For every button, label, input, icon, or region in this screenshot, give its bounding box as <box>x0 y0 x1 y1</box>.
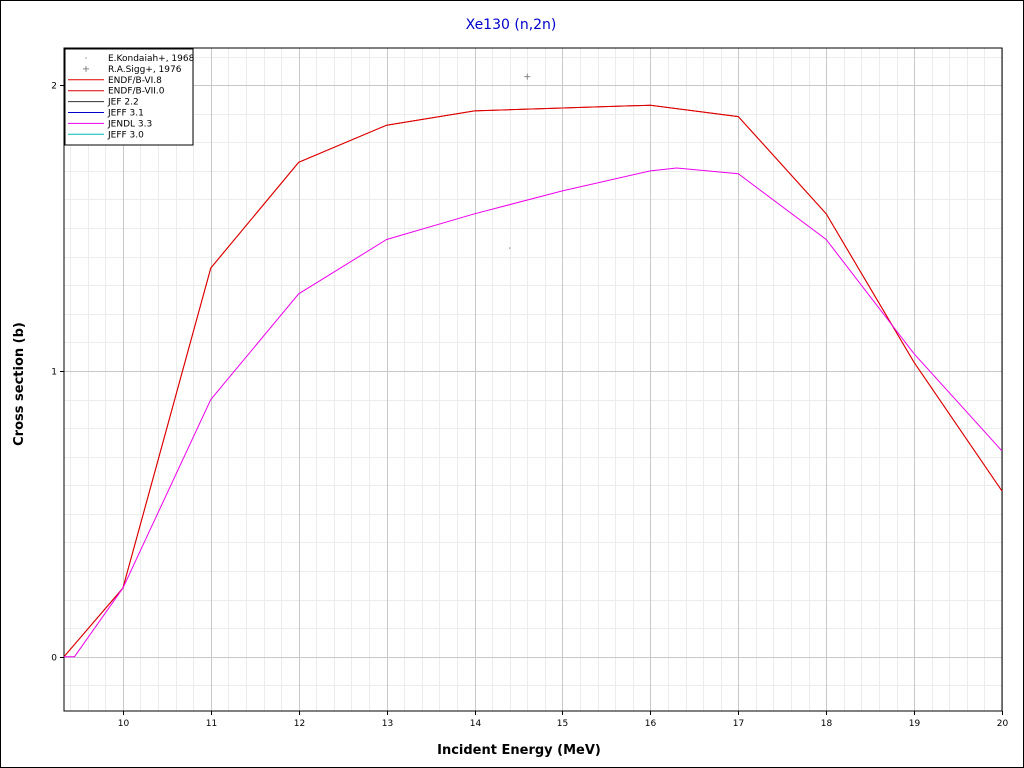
x-axis-title: Incident Energy (MeV) <box>437 743 601 758</box>
x-tick-label: 15 <box>557 719 568 729</box>
legend-marker-plus <box>83 65 89 72</box>
x-tick-label: 13 <box>382 719 393 729</box>
x-tick-label: 11 <box>206 719 217 729</box>
legend-label: JEFF 3.1 <box>107 109 144 119</box>
x-tick-label: 18 <box>821 719 833 729</box>
data-point-dot <box>508 247 511 249</box>
y-tick-label: 2 <box>51 82 57 92</box>
x-axis-ticks: 10 11 12 13 14 15 16 17 18 19 20 <box>118 711 1009 729</box>
y-axis-title: Cross section (b) <box>12 322 27 446</box>
legend-box <box>64 48 194 146</box>
chart-title: Xe130 (n,2n) <box>466 17 557 33</box>
series-layer <box>63 73 1003 658</box>
legend-marker-dot <box>85 57 87 59</box>
series-line <box>63 104 1003 658</box>
x-tick-label: 16 <box>645 719 657 729</box>
legend-label: JENDL 3.3 <box>107 119 152 129</box>
plot-area <box>63 47 1003 712</box>
y-axis-ticks: 0 1 2 <box>51 82 64 664</box>
x-tick-label: 10 <box>118 719 130 729</box>
data-point-plus <box>524 73 531 80</box>
x-tick-label: 20 <box>997 719 1009 729</box>
legend-label: R.A.Sigg+, 1976 <box>108 65 182 75</box>
series-line <box>64 167 1003 658</box>
legend-label: ENDF/B-VII.0 <box>108 87 165 97</box>
legend-label: JEF 2.2 <box>107 98 139 108</box>
x-tick-label: 14 <box>470 719 482 729</box>
x-tick-label: 12 <box>294 719 305 729</box>
x-tick-label: 19 <box>909 719 921 729</box>
legend-label: E.Kondaiah+, 1968 <box>108 54 195 64</box>
y-tick-label: 0 <box>51 654 57 664</box>
legend-label: JEFF 3.0 <box>107 130 144 140</box>
x-tick-label: 17 <box>733 719 744 729</box>
legend-label: ENDF/B-VI.8 <box>108 76 162 86</box>
y-tick-label: 1 <box>51 368 57 378</box>
